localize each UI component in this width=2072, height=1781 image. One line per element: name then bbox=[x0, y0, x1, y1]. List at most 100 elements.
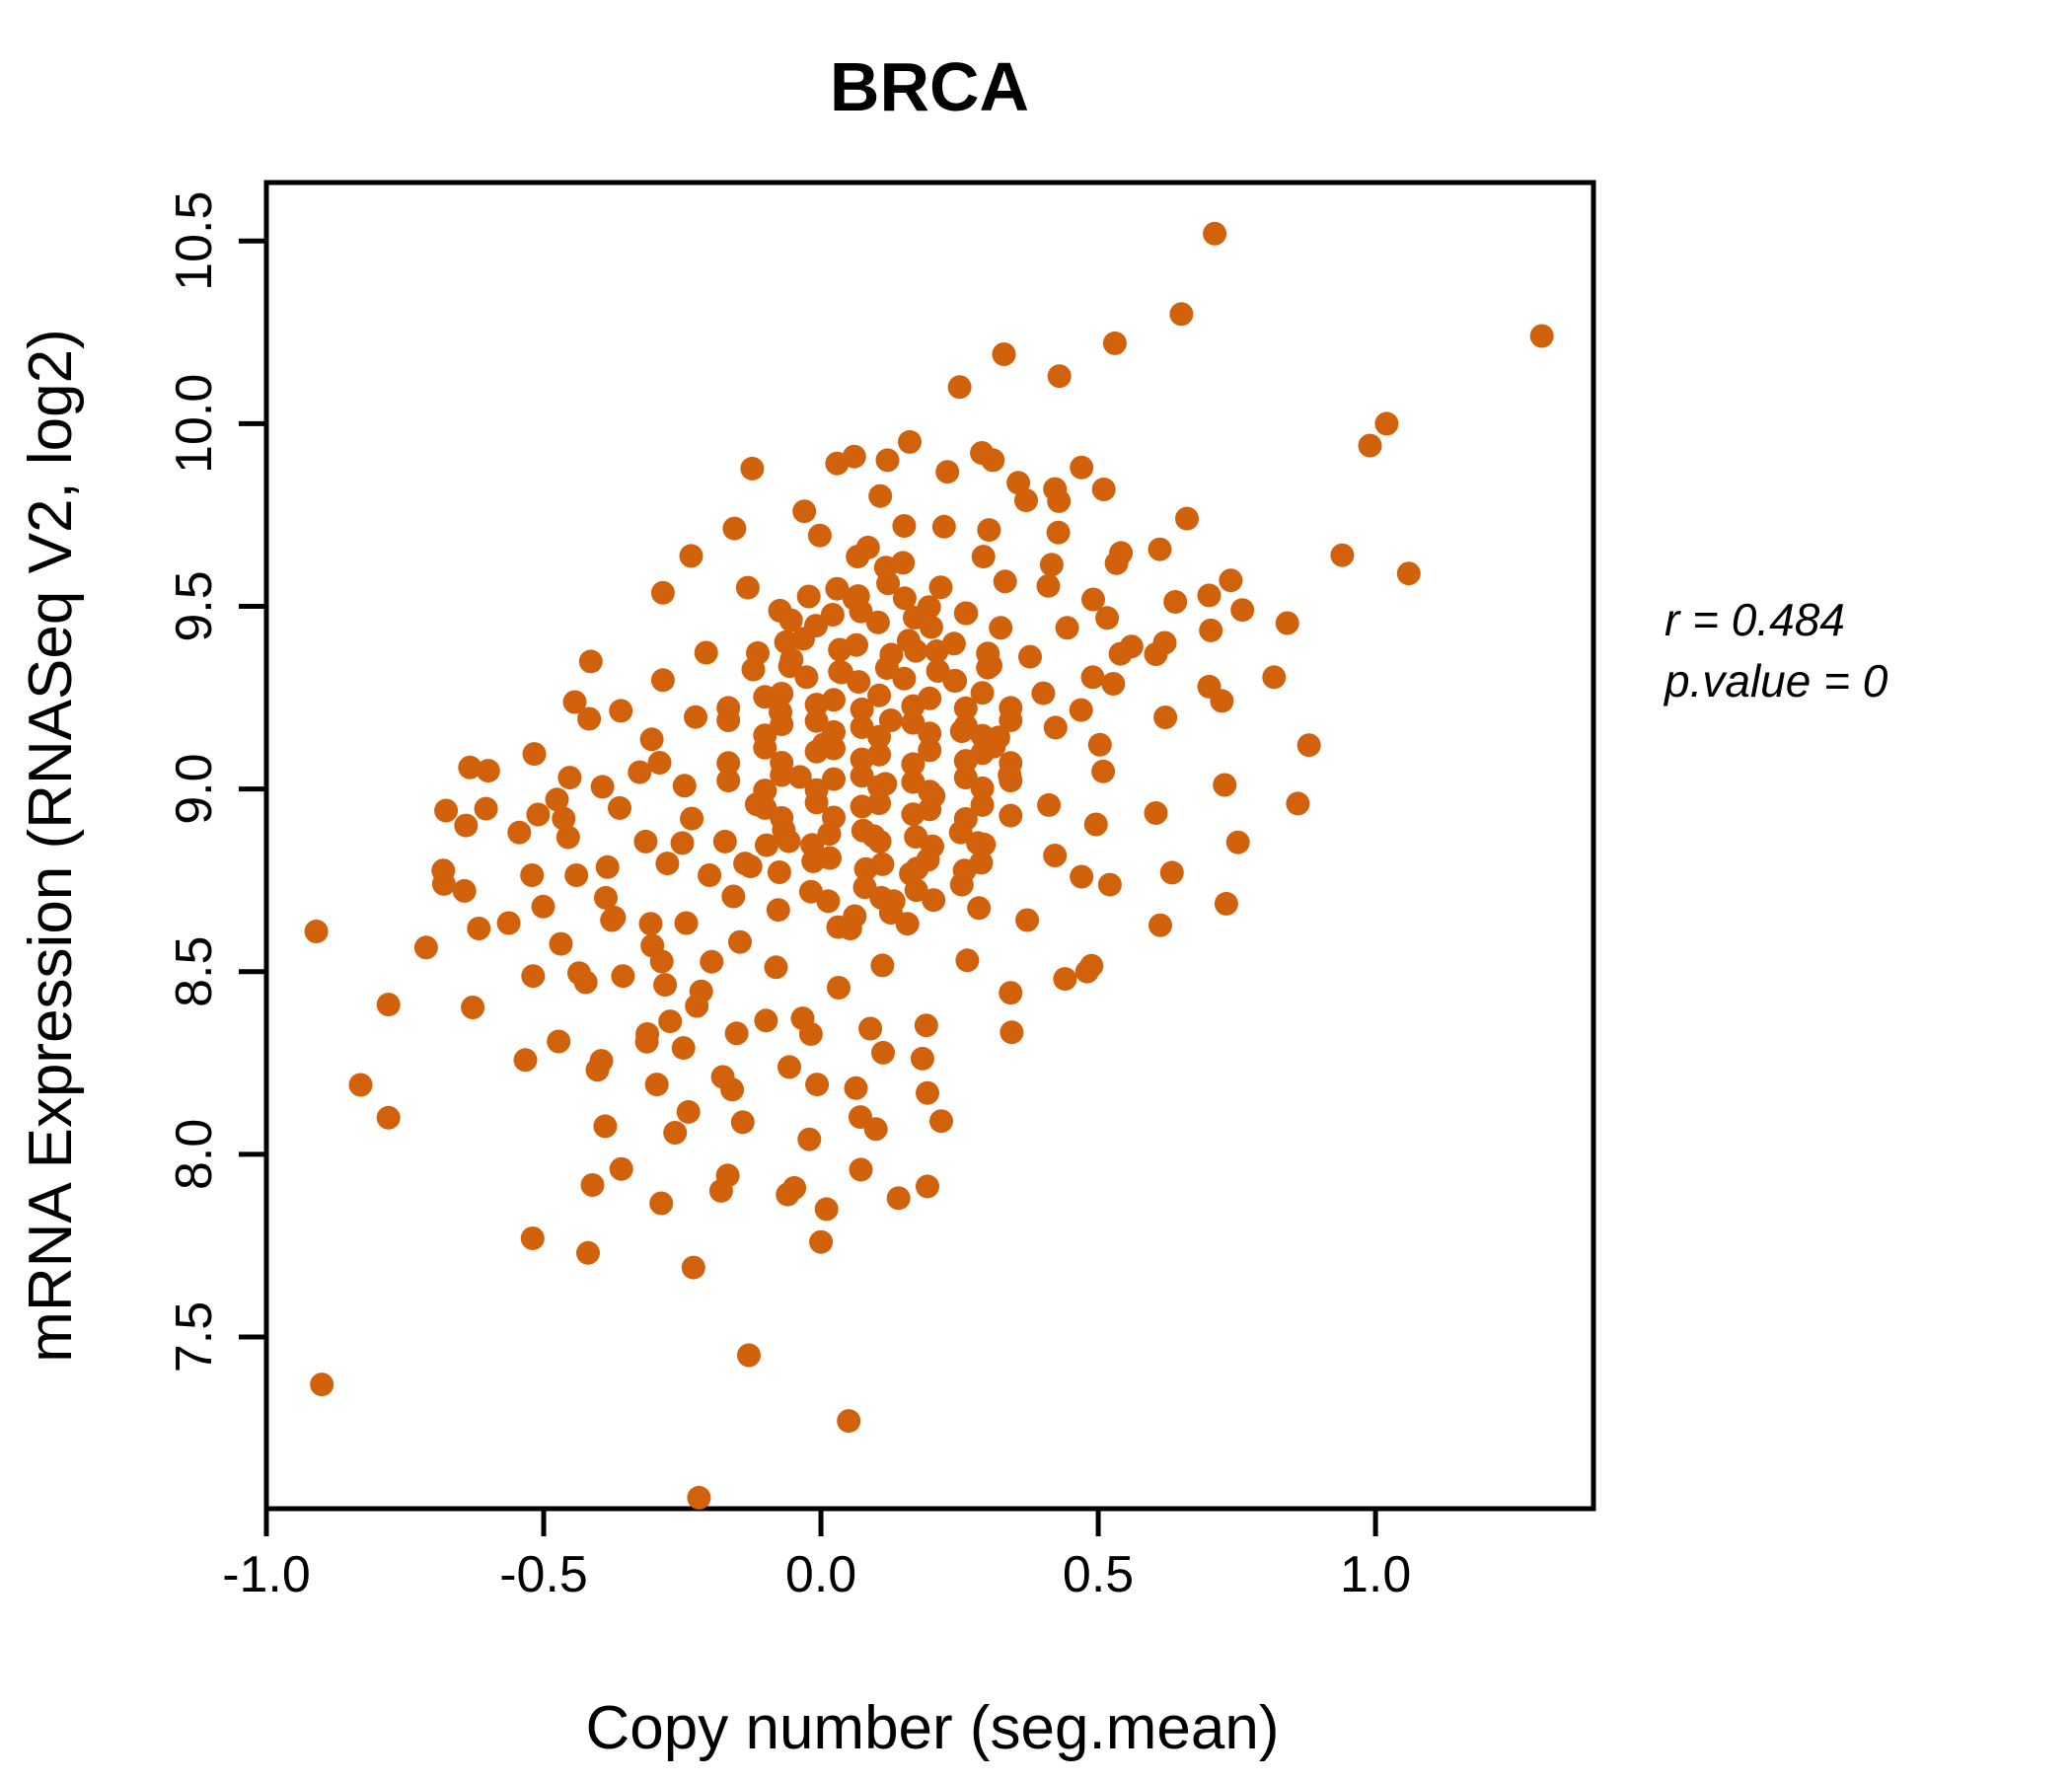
data-point bbox=[1144, 642, 1168, 666]
y-tick-label: 9.0 bbox=[166, 753, 223, 824]
data-point bbox=[935, 460, 960, 484]
data-point bbox=[918, 686, 942, 710]
data-point bbox=[931, 514, 956, 539]
y-tick-label: 7.5 bbox=[166, 1301, 223, 1373]
data-point bbox=[595, 854, 620, 879]
data-point bbox=[892, 514, 917, 538]
data-point bbox=[999, 769, 1023, 793]
x-tick-label: 0.0 bbox=[785, 1546, 856, 1603]
data-point bbox=[787, 765, 812, 789]
data-point bbox=[434, 798, 459, 823]
data-point bbox=[770, 751, 794, 775]
data-point bbox=[1396, 561, 1421, 586]
data-point bbox=[650, 668, 675, 693]
data-point bbox=[809, 1229, 834, 1254]
data-point bbox=[1006, 471, 1031, 495]
data-point bbox=[590, 775, 615, 799]
data-point bbox=[971, 545, 996, 569]
data-point bbox=[818, 846, 842, 870]
data-point bbox=[999, 696, 1023, 720]
data-point bbox=[867, 724, 892, 749]
data-point bbox=[735, 575, 760, 600]
data-point bbox=[999, 981, 1023, 1005]
data-point bbox=[1159, 860, 1184, 885]
data-point bbox=[910, 1046, 934, 1071]
data-point bbox=[496, 911, 521, 935]
data-point bbox=[715, 1163, 740, 1188]
data-point bbox=[557, 766, 582, 790]
data-point bbox=[796, 584, 821, 609]
scatter-points bbox=[304, 221, 1554, 1510]
data-point bbox=[1153, 705, 1178, 729]
data-point bbox=[891, 551, 916, 575]
data-point bbox=[716, 751, 741, 776]
data-point bbox=[681, 1255, 705, 1280]
data-point bbox=[753, 723, 777, 748]
data-point bbox=[820, 603, 845, 627]
data-point bbox=[805, 1073, 830, 1097]
data-point bbox=[728, 929, 752, 954]
y-tick-label: 8.0 bbox=[166, 1119, 223, 1190]
data-point bbox=[1080, 665, 1105, 690]
data-point bbox=[966, 831, 991, 855]
data-point bbox=[919, 615, 943, 639]
data-point bbox=[992, 342, 1016, 366]
data-point bbox=[816, 889, 841, 914]
data-point bbox=[1213, 773, 1237, 797]
data-point bbox=[1087, 732, 1112, 757]
data-point bbox=[1374, 411, 1399, 436]
data-point bbox=[764, 955, 788, 980]
data-point bbox=[849, 1105, 872, 1130]
data-point bbox=[807, 523, 832, 548]
data-point bbox=[740, 456, 765, 481]
data-point bbox=[999, 803, 1023, 828]
data-point bbox=[837, 1409, 861, 1434]
data-point bbox=[969, 851, 994, 875]
data-point bbox=[658, 1009, 683, 1034]
data-point bbox=[474, 796, 498, 821]
x-axis-ticks: -1.0 -0.5 0.0 0.5 1.0 bbox=[222, 1509, 1411, 1603]
data-point bbox=[942, 669, 967, 693]
data-point bbox=[753, 779, 777, 803]
data-point bbox=[870, 953, 895, 978]
data-point bbox=[684, 705, 707, 729]
pvalue-annotation: p.value = 0 bbox=[1663, 655, 1888, 706]
data-point bbox=[967, 896, 992, 921]
data-point bbox=[1043, 844, 1068, 867]
data-point bbox=[804, 708, 829, 733]
data-point bbox=[916, 1174, 939, 1199]
data-point bbox=[941, 631, 966, 656]
data-point bbox=[1102, 331, 1127, 355]
data-point bbox=[875, 448, 900, 473]
data-point bbox=[671, 1036, 696, 1061]
data-point bbox=[865, 610, 890, 634]
data-point bbox=[782, 1175, 807, 1200]
data-point bbox=[947, 375, 972, 400]
data-point bbox=[467, 917, 491, 940]
data-point bbox=[452, 878, 477, 903]
data-point bbox=[376, 1105, 401, 1130]
data-point bbox=[1043, 477, 1068, 501]
data-point bbox=[1036, 573, 1061, 598]
data-point bbox=[507, 820, 532, 845]
data-point bbox=[777, 1055, 801, 1079]
data-point bbox=[827, 976, 851, 1000]
data-point bbox=[867, 742, 892, 767]
data-point bbox=[858, 1016, 883, 1041]
data-point bbox=[721, 884, 746, 909]
data-point bbox=[1079, 953, 1104, 978]
data-point bbox=[1148, 913, 1172, 937]
data-point bbox=[431, 858, 456, 883]
data-point bbox=[670, 831, 695, 855]
data-point bbox=[822, 736, 846, 761]
data-point bbox=[304, 920, 329, 943]
data-point bbox=[770, 805, 794, 830]
data-point bbox=[918, 797, 942, 822]
data-point bbox=[1070, 455, 1094, 480]
data-point bbox=[794, 665, 819, 690]
data-point bbox=[849, 1157, 873, 1182]
data-point bbox=[712, 829, 737, 853]
data-point bbox=[1015, 908, 1040, 932]
data-point bbox=[953, 696, 978, 720]
